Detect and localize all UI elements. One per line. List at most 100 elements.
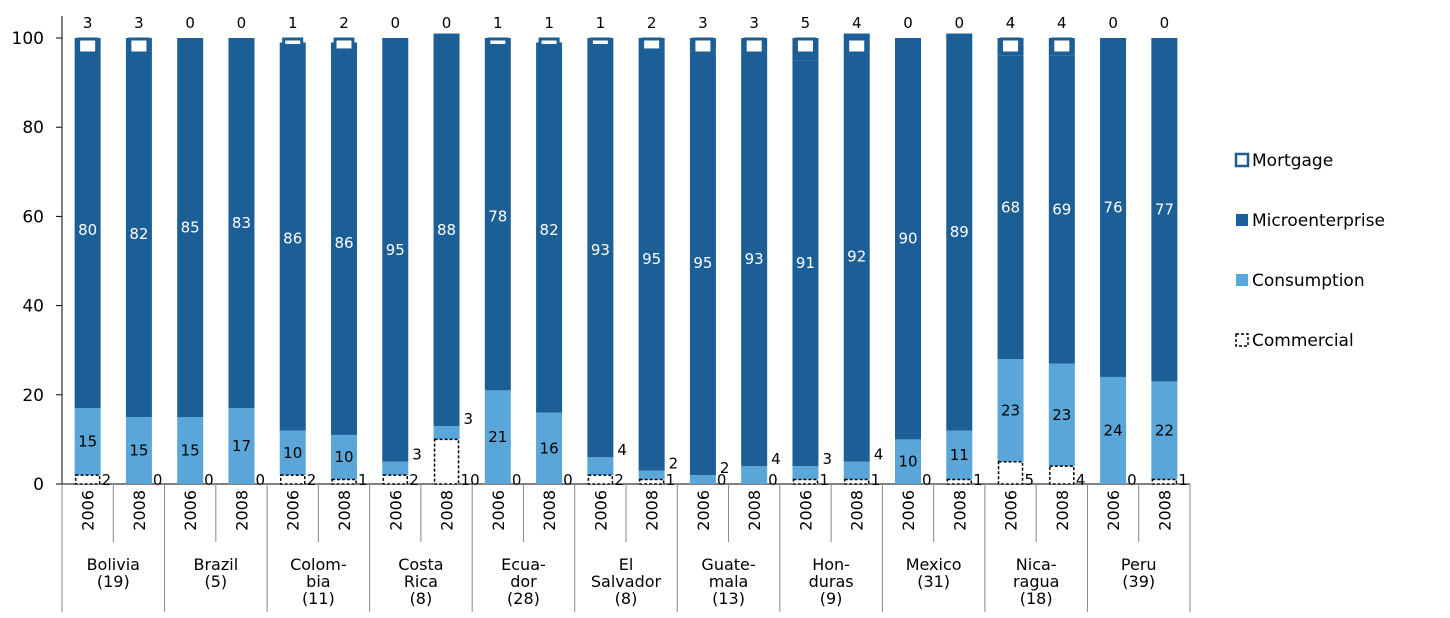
microenterprise-bar-segment [689, 51, 716, 476]
consumption-bar-segment [536, 412, 563, 484]
consumption-bar-segment [279, 430, 306, 476]
mortgage-bar-segment [846, 37, 868, 55]
mortgage-value-label: 0 [390, 14, 400, 32]
mortgage-value-label: 0 [237, 14, 247, 32]
consumption-bar-segment [638, 470, 665, 480]
commercial-value-label: 1 [871, 471, 881, 489]
mortgage-value-label: 1 [493, 14, 503, 32]
legend-label-mortgage: Mortgage [1252, 151, 1333, 171]
commercial-value-label: 0 [204, 471, 214, 489]
commercial-bar-segment [587, 474, 614, 485]
microenterprise-bar-segment [382, 38, 409, 462]
commercial-bar-segment [279, 474, 306, 485]
consumption-bar-segment [741, 466, 768, 484]
commercial-bar-segment [997, 460, 1024, 485]
year-label: 2006 [386, 490, 405, 531]
mortgage-value-label: 0 [954, 14, 964, 32]
consumption-value-label: 4 [771, 450, 781, 468]
microenterprise-value-label: 69 [1052, 201, 1071, 219]
year-label: 2006 [591, 490, 610, 531]
microenterprise-bar-segment [997, 55, 1024, 360]
legend-label-consumption: Consumption [1252, 271, 1365, 291]
commercial-value-label: 1 [819, 471, 829, 489]
year-label: 2008 [848, 490, 867, 531]
microenterprise-value-label: 68 [1001, 198, 1020, 216]
mortgage-bar-segment [487, 37, 509, 47]
mortgage-value-label: 0 [1108, 14, 1118, 32]
year-label: 2008 [232, 490, 251, 531]
y-tick-label: 40 [22, 297, 44, 317]
country-label: Salvador [591, 572, 662, 591]
consumption-value-label: 15 [78, 433, 97, 451]
consumption-bar-segment [946, 430, 973, 480]
commercial-bar-segment [1049, 465, 1075, 485]
y-tick-label: 80 [22, 118, 44, 138]
microenterprise-bar-segment [792, 60, 819, 467]
mortgage-value-label: 3 [749, 14, 759, 32]
mortgage-value-label: 4 [1006, 14, 1016, 32]
year-label: 2008 [130, 490, 149, 531]
microenterprise-value-label: 95 [386, 241, 405, 259]
year-label: 2006 [796, 490, 815, 531]
mortgage-value-label: 0 [1160, 14, 1170, 32]
mortgage-bar-segment [1000, 37, 1022, 55]
year-label: 2008 [335, 490, 354, 531]
country-label: dor [510, 572, 537, 591]
country-label: El [619, 555, 634, 574]
mortgage-bar-segment [794, 37, 816, 55]
year-label: 2008 [438, 490, 457, 531]
microenterprise-bar-segment [638, 46, 665, 471]
consumption-bar-segment [1100, 376, 1127, 484]
consumption-value-label: 10 [283, 444, 302, 462]
year-label: 2006 [1104, 490, 1123, 531]
commercial-value-label: 1 [973, 471, 983, 489]
microenterprise-value-label: 77 [1155, 201, 1174, 219]
microenterprise-value-label: 88 [437, 221, 456, 239]
country-label: (13) [712, 589, 745, 608]
country-label: Hon- [812, 555, 850, 574]
consumption-bar-segment [382, 461, 409, 476]
microenterprise-value-label: 90 [898, 230, 917, 248]
consumption-bar-segment [484, 390, 511, 484]
microenterprise-value-label: 82 [540, 221, 559, 239]
y-tick-label: 20 [22, 386, 44, 406]
consumption-bar-segment [1048, 363, 1075, 467]
consumption-value-label: 4 [874, 446, 884, 464]
year-label: 2008 [643, 490, 662, 531]
microenterprise-bar-segment [1151, 38, 1178, 382]
microenterprise-bar-segment [433, 33, 460, 427]
mortgage-value-label: 0 [903, 14, 913, 32]
microenterprise-bar-segment [946, 33, 973, 431]
mortgage-value-label: 1 [596, 14, 606, 32]
y-tick-label: 0 [33, 475, 44, 495]
label-layer: 38015220063821502008Bolivia(19)085150200… [78, 14, 1188, 608]
commercial-value-label: 0 [512, 471, 522, 489]
commercial-bar-segment [792, 478, 819, 485]
consumption-value-label: 23 [1052, 406, 1071, 424]
country-label: duras [809, 572, 854, 591]
microenterprise-value-label: 80 [78, 221, 97, 239]
consumption-bar-segment [331, 434, 357, 480]
legend-swatch-mortgage [1234, 152, 1250, 168]
commercial-value-label: 5 [1025, 471, 1035, 489]
microenterprise-bar-segment [1048, 55, 1075, 364]
country-label: (19) [97, 572, 130, 591]
commercial-value-label: 0 [563, 471, 573, 489]
year-label: 2006 [899, 490, 918, 531]
consumption-value-label: 3 [464, 410, 474, 428]
country-label: (11) [302, 589, 335, 608]
legend-label-microenterprise: Microenterprise [1252, 211, 1385, 231]
country-label: Costa [398, 555, 443, 574]
consumption-value-label: 2 [669, 455, 679, 473]
commercial-bar-segment [638, 478, 665, 485]
legend: Mortgage Microenterprise Consumption Commer… [1234, 151, 1385, 351]
consumption-value-label: 15 [181, 442, 200, 460]
year-label: 2008 [745, 490, 764, 531]
country-label: (31) [917, 572, 950, 591]
commercial-value-label: 1 [666, 471, 676, 489]
mortgage-bar-segment [538, 37, 560, 47]
commercial-value-label: 0 [768, 471, 778, 489]
country-label: Peru [1121, 555, 1157, 574]
microenterprise-bar-segment [536, 46, 563, 413]
